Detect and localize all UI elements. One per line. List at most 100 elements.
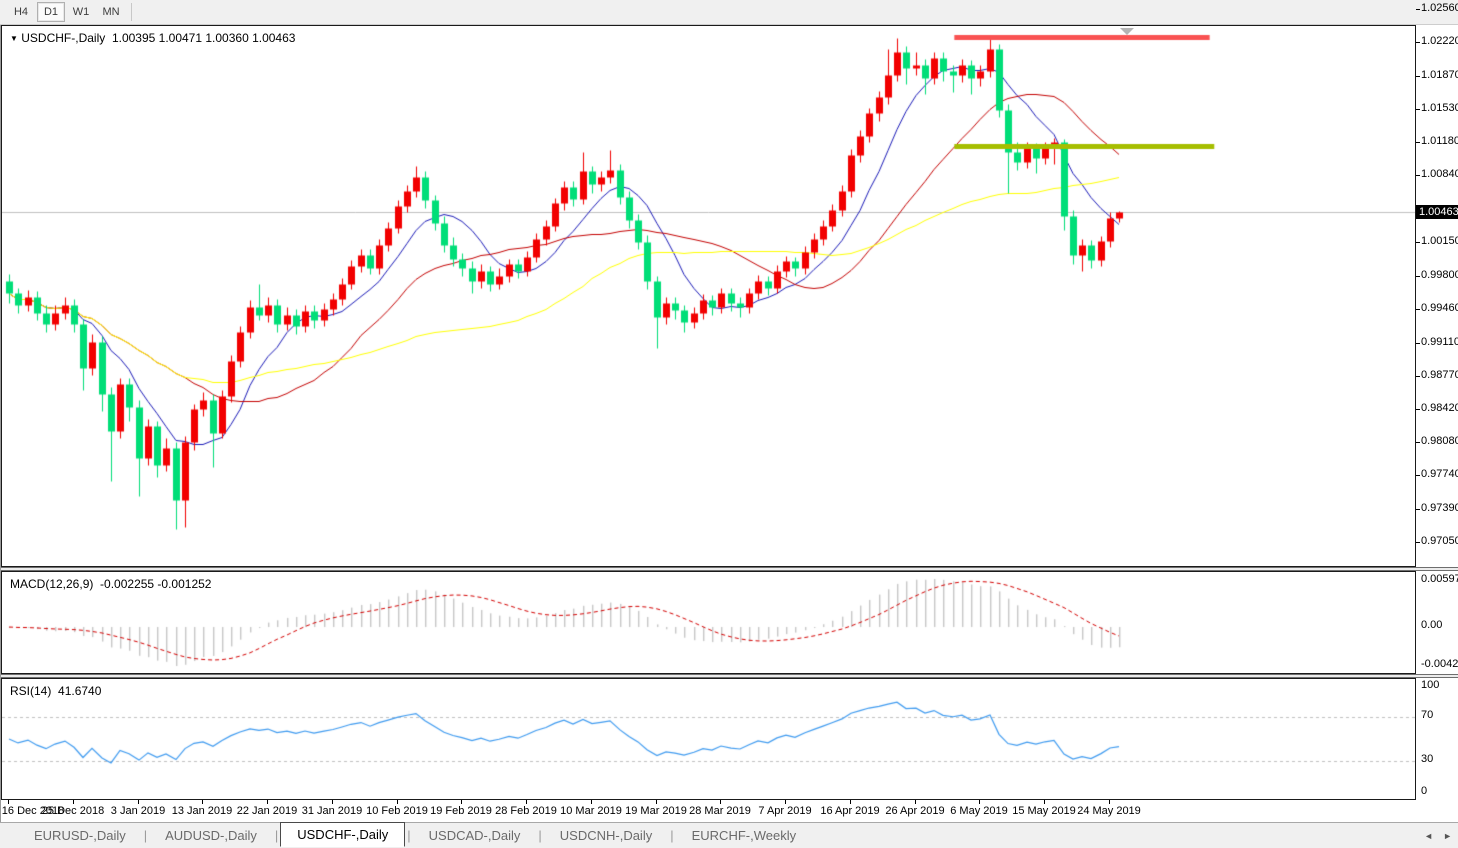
date-axis-tick: [397, 800, 398, 804]
date-axis-label: 7 Apr 2019: [758, 805, 812, 817]
date-axis-tick: [138, 800, 139, 804]
tab-scroll-right-icon[interactable]: ►: [1443, 831, 1452, 841]
date-axis-label: 15 May 2019: [1012, 805, 1076, 817]
symbol-dropdown-icon[interactable]: ▼: [10, 34, 18, 43]
panel-splitter[interactable]: [1, 567, 1458, 571]
chart-tab-eurchf[interactable]: EURCHF-,Weekly: [691, 828, 797, 843]
price-chart-canvas[interactable]: [2, 26, 1415, 566]
price-axis: 1.00463 1.02560 1.02220 1.01870 1.01530 1.01…: [1416, 2, 1458, 567]
date-axis-label: 26 Apr 2019: [885, 805, 945, 817]
date-axis-label: 31 Jan 2019: [301, 805, 363, 817]
timeframe-button-mn[interactable]: MN: [102, 6, 120, 18]
macd-plot-area[interactable]: MACD(12,26,9) -0.002255 -0.001252: [1, 571, 1416, 674]
price-axis-tick: [1416, 541, 1420, 543]
date-axis-tick: [202, 800, 203, 804]
chart-tab-audusd[interactable]: AUDUSD-,Daily: [165, 828, 257, 843]
price-axis-label: 0.97050: [1421, 534, 1458, 547]
date-axis-tick: [591, 800, 592, 804]
date-axis-tick: [1044, 800, 1045, 804]
price-axis-label: 0.98420: [1421, 401, 1458, 414]
price-axis-tick: [1416, 108, 1420, 110]
timeframe-button-h4[interactable]: H4: [13, 6, 29, 18]
date-axis-label: 19 Mar 2019: [625, 805, 687, 817]
price-axis-label: 0.98080: [1421, 434, 1458, 447]
price-axis-label: 1.00150: [1421, 234, 1458, 247]
price-axis-tick: [1416, 408, 1420, 410]
timeframe-button-d1[interactable]: D1: [37, 2, 65, 22]
rsi-axis-label: 0: [1421, 785, 1428, 797]
macd-axis-label: -0.00424: [1421, 658, 1458, 670]
price-axis-tick: [1416, 241, 1420, 243]
price-axis-tick: [1416, 8, 1420, 10]
macd-label: MACD(12,26,9) -0.002255 -0.001252: [10, 577, 211, 591]
tab-scroll-left-icon[interactable]: ◄: [1424, 831, 1434, 841]
chart-title: ▼ USDCHF-,Daily 1.00395 1.00471 1.00360 …: [10, 31, 295, 45]
date-axis-tick: [332, 800, 333, 804]
toolbar-separator: [131, 3, 132, 21]
date-axis-label: 28 Feb 2019: [495, 805, 557, 817]
date-axis-tick: [1109, 800, 1110, 804]
rsi-canvas[interactable]: [2, 679, 1415, 799]
date-axis-tick: [267, 800, 268, 804]
date-axis-tick: [656, 800, 657, 804]
date-axis-label: 3 Jan 2019: [110, 805, 166, 817]
rsi-value: 41.6740: [58, 684, 102, 698]
price-axis-tick: [1416, 41, 1420, 43]
macd-axis-label: 0.00597: [1421, 573, 1458, 585]
price-axis-label: 1.01180: [1421, 134, 1458, 147]
timeframe-button-w1[interactable]: W1: [72, 6, 90, 18]
chart-tab-eurusd[interactable]: EURUSD-,Daily: [34, 828, 126, 843]
date-axis-tick: [785, 800, 786, 804]
price-axis-label: 0.99800: [1421, 268, 1458, 281]
price-axis-tick: [1416, 275, 1420, 277]
macd-canvas[interactable]: [2, 572, 1415, 673]
rsi-axis-label: 30: [1421, 753, 1434, 765]
rsi-axis-label: 100: [1421, 679, 1440, 691]
date-axis-label: 19 Feb 2019: [430, 805, 492, 817]
tab-separator: |: [670, 828, 674, 843]
price-axis-tick: [1416, 308, 1420, 310]
date-axis-tick: [461, 800, 462, 804]
panel-splitter[interactable]: [1, 674, 1458, 678]
chart-tab-usdchf[interactable]: USDCHF-,Daily: [280, 822, 406, 847]
rsi-label: RSI(14) 41.6740: [10, 684, 101, 698]
date-axis-tick: [979, 800, 980, 804]
rsi-panel: RSI(14) 41.6740 100 70 30 0: [1, 678, 1458, 800]
price-axis-tick: [1416, 141, 1420, 143]
date-axis-label: 28 Mar 2019: [689, 805, 751, 817]
date-axis-label: 25 Dec 2018: [41, 805, 105, 817]
chart-tab-usdcad[interactable]: USDCAD-,Daily: [428, 828, 521, 843]
date-axis-tick: [720, 800, 721, 804]
price-axis-tick: [1416, 441, 1420, 443]
date-axis-tick: [73, 800, 74, 804]
chart-shift-marker-icon[interactable]: [1120, 28, 1134, 35]
price-plot-area[interactable]: ▼ USDCHF-,Daily 1.00395 1.00471 1.00360 …: [1, 25, 1416, 567]
rsi-name: RSI(14): [10, 684, 52, 698]
price-axis-label: 1.00840: [1421, 167, 1458, 180]
date-axis-label: 24 May 2019: [1077, 805, 1141, 817]
chart-title-symbol: USDCHF-,Daily: [21, 31, 106, 45]
price-axis-label: 0.99110: [1421, 335, 1458, 348]
macd-axis: 0.00597 0.00 -0.00424: [1416, 571, 1458, 674]
macd-name: MACD(12,26,9): [10, 577, 94, 591]
date-axis: 16 Dec 2018 25 Dec 2018 3 Jan 2019 13 Jan 2…: [1, 800, 1458, 822]
tab-separator: |: [538, 828, 542, 843]
date-axis-label: 6 May 2019: [950, 805, 1008, 817]
price-axis-tick: [1416, 342, 1420, 344]
chart-tab-usdcnh[interactable]: USDCNH-,Daily: [559, 828, 653, 843]
price-axis-label: 1.01530: [1421, 101, 1458, 114]
macd-panel: MACD(12,26,9) -0.002255 -0.001252 0.0059…: [1, 571, 1458, 674]
date-axis-label: 13 Jan 2019: [171, 805, 233, 817]
price-axis-label: 0.99460: [1421, 301, 1458, 314]
rsi-plot-area[interactable]: RSI(14) 41.6740: [1, 678, 1416, 800]
price-axis-label: 0.98770: [1421, 368, 1458, 381]
timeframe-toolbar: H4 D1 W1 MN: [0, 0, 1458, 25]
date-axis-label: 16 Apr 2019: [820, 805, 880, 817]
price-axis-tick: [1416, 75, 1420, 77]
current-price-tag: 1.00463: [1416, 204, 1458, 219]
rsi-axis: 100 70 30 0: [1416, 678, 1458, 800]
chart-tab-bar: EURUSD-,Daily | AUDUSD-,Daily | USDCHF-,Dail…: [0, 822, 1458, 848]
date-axis-tick: [8, 800, 9, 804]
tab-separator: |: [407, 828, 411, 843]
